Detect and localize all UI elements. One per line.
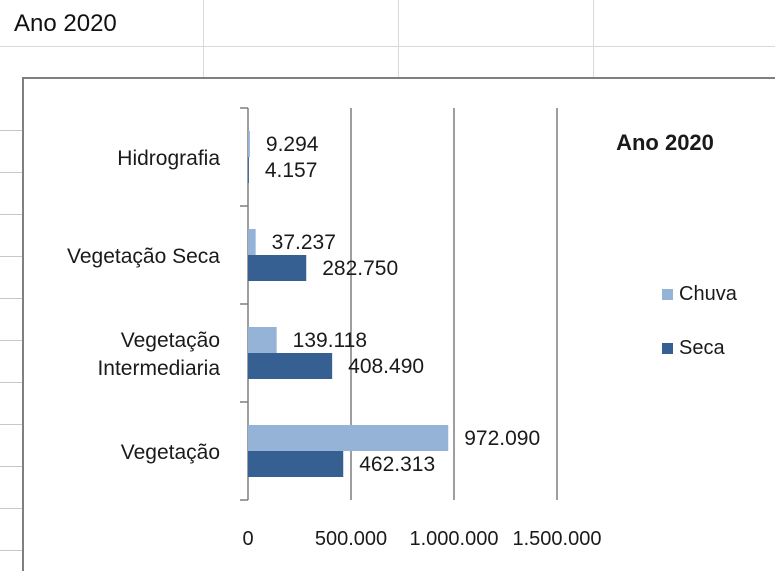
- legend-swatch-seca: [662, 343, 673, 354]
- bar-chuva: [248, 131, 250, 157]
- legend-label-chuva: Chuva: [679, 283, 738, 305]
- spreadsheet-header-row: Ano 2020: [0, 0, 775, 47]
- bar-seca: [248, 353, 333, 379]
- legend-label-seca: Seca: [679, 337, 725, 359]
- bar-seca: [248, 255, 307, 281]
- sheet-row-gridline: [0, 382, 22, 383]
- category-label: Vegetação Seca: [67, 245, 220, 268]
- sheet-row-gridline: [0, 340, 22, 341]
- x-tick-label: 1.500.000: [513, 528, 602, 550]
- x-tick-label: 0: [242, 528, 253, 550]
- sheet-column-divider: [593, 0, 594, 80]
- sheet-row-gridline: [0, 256, 22, 257]
- data-label: 4.157: [265, 159, 318, 182]
- sheet-row-gridline: [0, 172, 22, 173]
- data-label: 282.750: [322, 257, 398, 280]
- x-tick-label: 1.000.000: [410, 528, 499, 550]
- sheet-row-divider: [0, 46, 775, 47]
- data-label: 9.294: [266, 133, 319, 156]
- category-label: Hidrografia: [117, 147, 220, 170]
- data-label: 139.118: [293, 329, 367, 352]
- category-label: Vegetação: [121, 329, 220, 352]
- bar-chuva: [248, 425, 449, 451]
- sheet-row-gridline: [0, 424, 22, 425]
- bar-chuva: [248, 327, 277, 353]
- data-label: 408.490: [348, 355, 424, 378]
- data-label: 37.237: [272, 231, 336, 254]
- sheet-row-gridline: [0, 508, 22, 509]
- data-label: 972.090: [464, 427, 540, 450]
- bar-chuva: [248, 229, 256, 255]
- chart-area[interactable]: [22, 77, 775, 571]
- category-label: Intermediaria: [97, 357, 220, 380]
- category-label: Vegetação: [121, 441, 220, 464]
- bar-seca: [248, 157, 249, 183]
- sheet-column-divider: [203, 0, 204, 80]
- data-label: 462.313: [359, 453, 435, 476]
- sheet-cell-title[interactable]: Ano 2020: [14, 10, 117, 37]
- sheet-row-gridline: [0, 466, 22, 467]
- x-tick-label: 500.000: [315, 528, 387, 550]
- sheet-row-gridline: [0, 214, 22, 215]
- chart-title: Ano 2020: [616, 130, 714, 155]
- sheet-column-divider: [398, 0, 399, 80]
- sheet-row-gridline: [0, 130, 22, 131]
- sheet-row-gridline: [0, 298, 22, 299]
- sheet-row-gridline: [0, 550, 22, 551]
- legend-swatch-chuva: [662, 289, 673, 300]
- bar-seca: [248, 451, 344, 477]
